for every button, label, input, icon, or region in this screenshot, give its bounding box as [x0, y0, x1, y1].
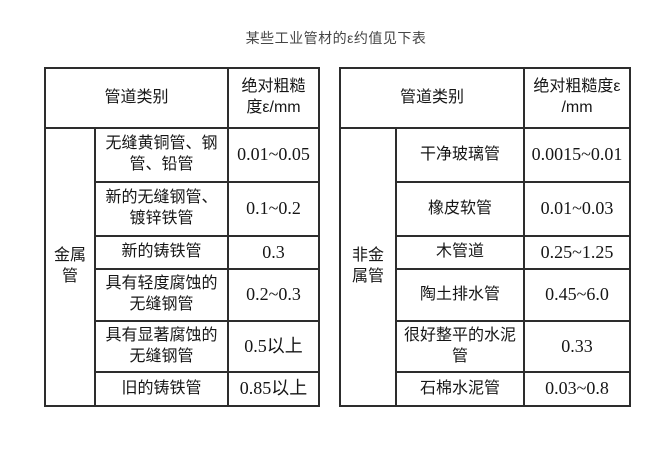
table-row: 金属 管 无缝黄铜管、钢管、铅管 0.01~0.05: [44, 127, 320, 407]
table-row: 旧的铸铁管 0.85以上: [45, 371, 320, 407]
roughness-value-cell: 0.33: [523, 320, 631, 373]
pipe-name-cell: 旧的铸铁管: [94, 371, 229, 407]
table-row: 橡皮软管 0.01~0.03: [340, 181, 631, 237]
roughness-value-cell: 0.1~0.2: [227, 181, 320, 237]
roughness-value-cell: 0.01~0.05: [227, 127, 320, 183]
table-row: 非金 属管 干净玻璃管 0.0015~0.01: [339, 127, 631, 407]
roughness-value-cell: 0.3: [227, 235, 320, 270]
table-row: 很好整平的水泥管 0.33: [340, 320, 631, 373]
column-header-roughness: 绝对粗糙 度ε/mm: [227, 67, 320, 129]
page-title: 某些工业管材的ε约值见下表: [245, 30, 427, 46]
metal-pipes-table: 管道类别 绝对粗糙 度ε/mm 金属 管 无缝黄铜管、钢管、铅管 0.01~0.…: [44, 67, 320, 407]
table-header-row: 管道类别 绝对粗糙 度ε/mm: [44, 67, 320, 129]
pipe-name-cell: 具有显著腐蚀的无缝钢管: [94, 320, 229, 373]
pipe-name-cell: 具有轻度腐蚀的无缝钢管: [94, 268, 229, 322]
pipe-name-cell: 很好整平的水泥管: [395, 320, 525, 373]
pipe-name-cell: 无缝黄铜管、钢管、铅管: [94, 127, 229, 183]
table-row: 陶土排水管 0.45~6.0: [340, 268, 631, 322]
column-header-category: 管道类别: [339, 67, 525, 129]
pipe-name-cell: 石棉水泥管: [395, 371, 525, 407]
table-row: 石棉水泥管 0.03~0.8: [340, 371, 631, 407]
roughness-value-cell: 0.03~0.8: [523, 371, 631, 407]
nonmetal-pipes-table: 管道类别 绝对粗糙度ε /mm 非金 属管 干净玻璃管 0.0015~0.01 …: [339, 67, 631, 407]
column-header-category: 管道类别: [44, 67, 229, 129]
roughness-value-cell: 0.2~0.3: [227, 268, 320, 322]
table-row: 具有显著腐蚀的无缝钢管 0.5以上: [45, 320, 320, 373]
roughness-value-cell: 0.0015~0.01: [523, 127, 631, 183]
pipe-name-cell: 干净玻璃管: [395, 127, 525, 183]
roughness-value-cell: 0.5以上: [227, 320, 320, 373]
pipe-name-cell: 新的铸铁管: [94, 235, 229, 270]
pipe-name-cell: 新的无缝钢管、镀锌铁管: [94, 181, 229, 237]
roughness-value-cell: 0.45~6.0: [523, 268, 631, 322]
pipe-name-cell: 陶土排水管: [395, 268, 525, 322]
table-row: 木管道 0.25~1.25: [340, 235, 631, 270]
roughness-value-cell: 0.85以上: [227, 371, 320, 407]
table-row: 新的铸铁管 0.3: [45, 235, 320, 270]
column-header-roughness: 绝对粗糙度ε /mm: [523, 67, 631, 129]
pipe-name-cell: 木管道: [395, 235, 525, 270]
roughness-value-cell: 0.25~1.25: [523, 235, 631, 270]
table-row: 新的无缝钢管、镀锌铁管 0.1~0.2: [45, 181, 320, 237]
pipe-name-cell: 橡皮软管: [395, 181, 525, 237]
group-label-nonmetal: 非金 属管: [339, 127, 397, 407]
roughness-value-cell: 0.01~0.03: [523, 181, 631, 237]
table-header-row: 管道类别 绝对粗糙度ε /mm: [339, 67, 631, 129]
group-label-metal: 金属 管: [44, 127, 96, 407]
table-row: 具有轻度腐蚀的无缝钢管 0.2~0.3: [45, 268, 320, 322]
